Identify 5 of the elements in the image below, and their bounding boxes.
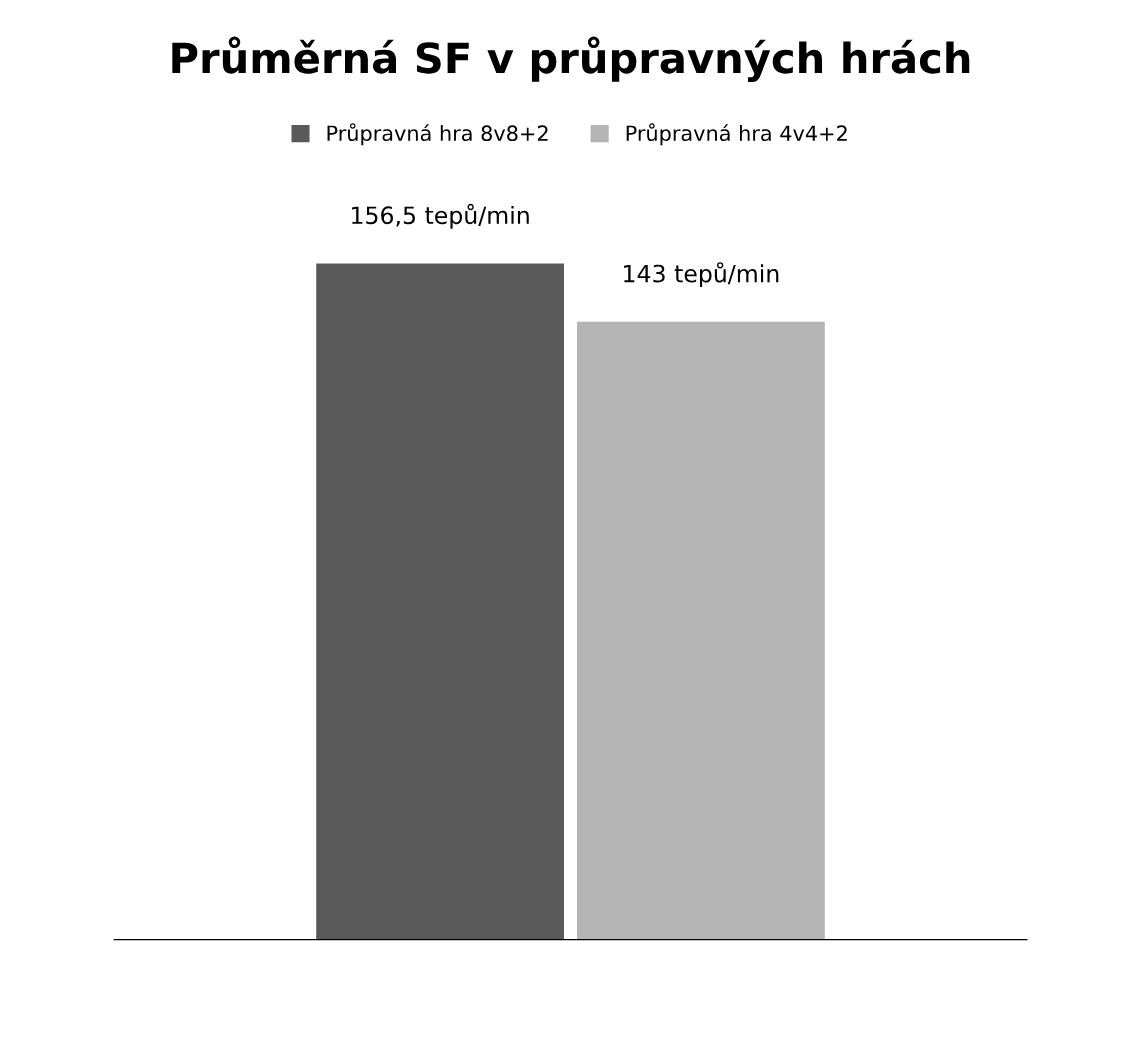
legend-label: Průpravná hra 4v4+2 bbox=[626, 123, 847, 146]
legend-label: Průpravná hra 8v8+2 bbox=[327, 123, 548, 146]
data-label: 143 tepů/min bbox=[624, 262, 779, 288]
chart-title: Průměrná SF v průpravných hrách bbox=[172, 36, 970, 83]
data-label: 156,5 tepů/min bbox=[352, 203, 529, 229]
